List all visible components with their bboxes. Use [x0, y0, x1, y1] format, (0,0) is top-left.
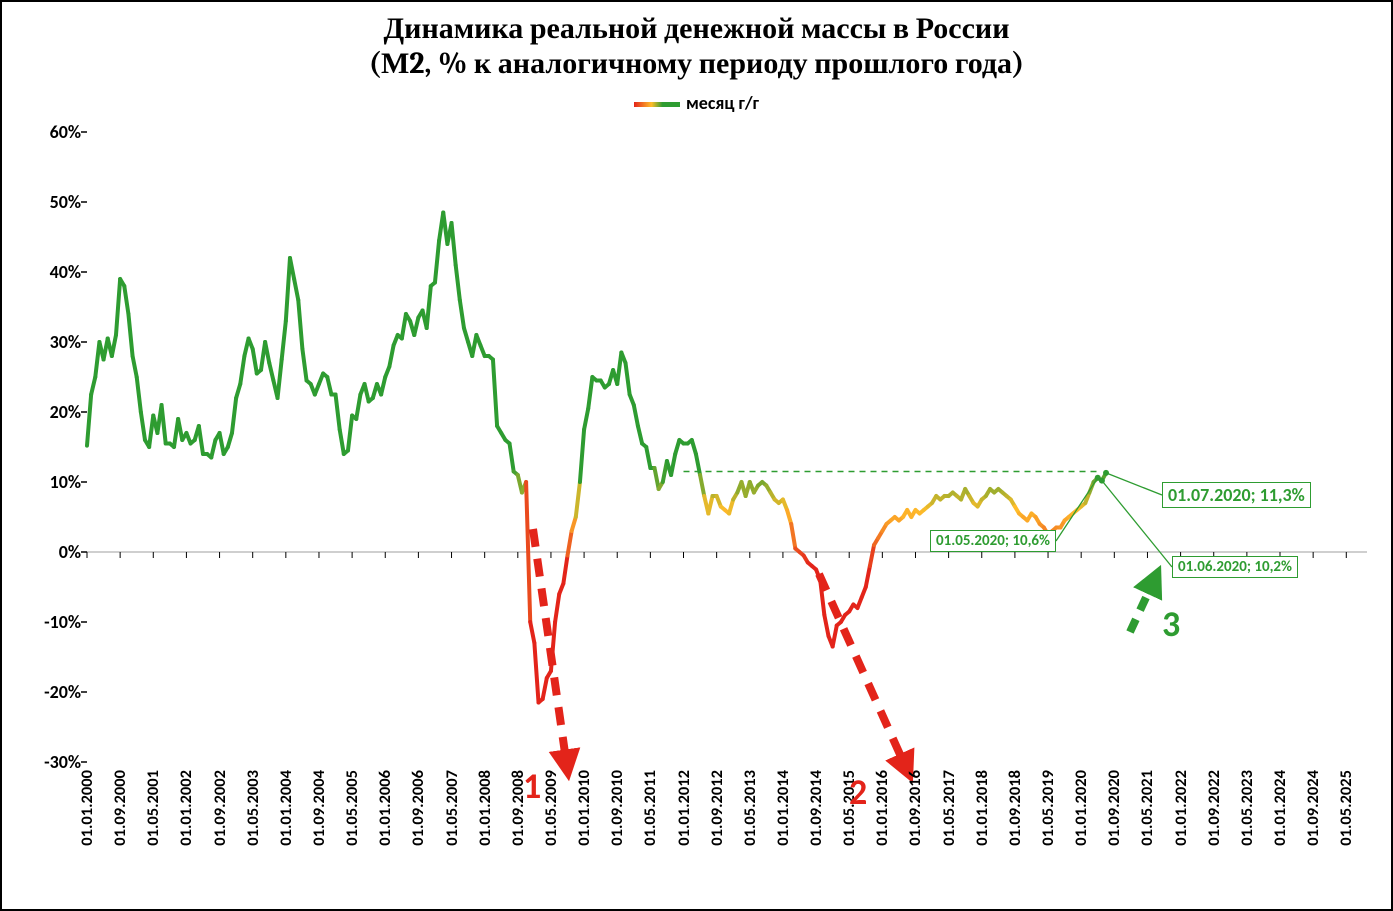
y-tick-label: 10% [50, 471, 81, 493]
x-tick-label: 01.05.2007 [442, 770, 462, 846]
y-tick-label: 40% [50, 261, 81, 283]
arrow-3 [1130, 578, 1155, 632]
x-tick-label: 01.09.2020 [1104, 770, 1124, 846]
chart-title-line1: Динамика реальной денежной массы в Росси… [384, 11, 1010, 46]
x-tick-label: 01.09.2018 [1005, 770, 1025, 846]
y-tick-label: -30% [44, 751, 81, 773]
y-tick-label: 50% [50, 191, 81, 213]
x-tick-label: 01.09.2012 [707, 770, 727, 846]
x-tick-label: 01.05.2005 [342, 770, 362, 846]
x-tick-label: 01.05.2023 [1237, 770, 1257, 846]
x-tick-label: 01.05.2017 [939, 770, 959, 846]
x-tick-label: 01.01.2004 [276, 770, 296, 846]
x-tick-label: 01.05.2021 [1137, 770, 1157, 846]
chart-title-line2: (М2, % к аналогичному периоду прошлого г… [369, 46, 1025, 81]
x-tick-label: 01.05.2009 [541, 770, 561, 846]
annotation-label: 1 [523, 764, 541, 808]
x-tick-label: 01.05.2019 [1038, 770, 1058, 846]
y-tick-label: 60% [50, 121, 81, 143]
y-tick-label: 20% [50, 401, 81, 423]
y-tick-label: -10% [44, 611, 81, 633]
x-tick-label: 01.01.2012 [674, 770, 694, 846]
x-tick-label: 01.05.2025 [1336, 770, 1356, 846]
series-line [87, 213, 1106, 703]
plot-svg [87, 132, 1367, 762]
x-tick-label: 01.09.2024 [1303, 770, 1323, 846]
annotation-label: 2 [849, 770, 867, 814]
arrow-2 [819, 574, 907, 770]
legend-swatch-icon [634, 102, 680, 107]
y-tick-label: -20% [44, 681, 81, 703]
legend-label: месяц г/г [686, 92, 759, 114]
x-tick-label: 01.09.2022 [1204, 770, 1224, 846]
x-tick-label: 01.01.2006 [375, 770, 395, 846]
data-callout: 01.06.2020; 10,2% [1172, 556, 1298, 578]
x-tick-label: 01.05.2013 [740, 770, 760, 846]
x-tick-label: 01.09.2010 [607, 770, 627, 846]
data-callout: 01.05.2020; 10,6% [930, 530, 1056, 552]
x-tick-label: 01.01.2022 [1171, 770, 1191, 846]
x-tick-label: 01.09.2014 [806, 770, 826, 846]
x-tick-label: 01.01.2008 [475, 770, 495, 846]
chart-title: Динамика реальной денежной массы в Росси… [2, 12, 1391, 81]
x-tick-label: 01.09.2016 [905, 770, 925, 846]
x-tick-label: 01.09.2002 [210, 770, 230, 846]
callout-leader [1106, 473, 1162, 495]
arrow-1 [533, 529, 567, 767]
x-tick-label: 01.01.2000 [77, 770, 97, 846]
x-tick-label: 01.09.2000 [110, 770, 130, 846]
x-tick-label: 01.05.2003 [243, 770, 263, 846]
x-tick-label: 01.01.2014 [773, 770, 793, 846]
x-tick-label: 01.01.2018 [972, 770, 992, 846]
y-tick-label: 30% [50, 331, 81, 353]
chart-legend: месяц г/г [2, 92, 1391, 114]
callout-point-icon [1099, 478, 1105, 484]
x-tick-label: 01.01.2020 [1071, 770, 1091, 846]
plot-area: -30%-20%-10%0%10%20%30%40%50%60%01.01.20… [87, 132, 1367, 762]
x-tick-label: 01.09.2006 [408, 770, 428, 846]
x-tick-label: 01.01.2016 [872, 770, 892, 846]
x-tick-label: 01.09.2004 [309, 770, 329, 846]
x-tick-label: 01.01.2010 [574, 770, 594, 846]
x-tick-label: 01.01.2024 [1270, 770, 1290, 846]
data-callout: 01.07.2020; 11,3% [1162, 482, 1311, 508]
annotation-label: 3 [1162, 602, 1180, 646]
callout-leader [1056, 478, 1098, 541]
chart-frame: Динамика реальной денежной массы в Росси… [0, 0, 1393, 911]
callout-point-icon [1103, 470, 1109, 476]
x-tick-label: 01.01.2002 [176, 770, 196, 846]
x-tick-label: 01.05.2001 [143, 770, 163, 846]
x-tick-label: 01.05.2011 [640, 770, 660, 846]
y-tick-label: 0% [59, 541, 81, 563]
